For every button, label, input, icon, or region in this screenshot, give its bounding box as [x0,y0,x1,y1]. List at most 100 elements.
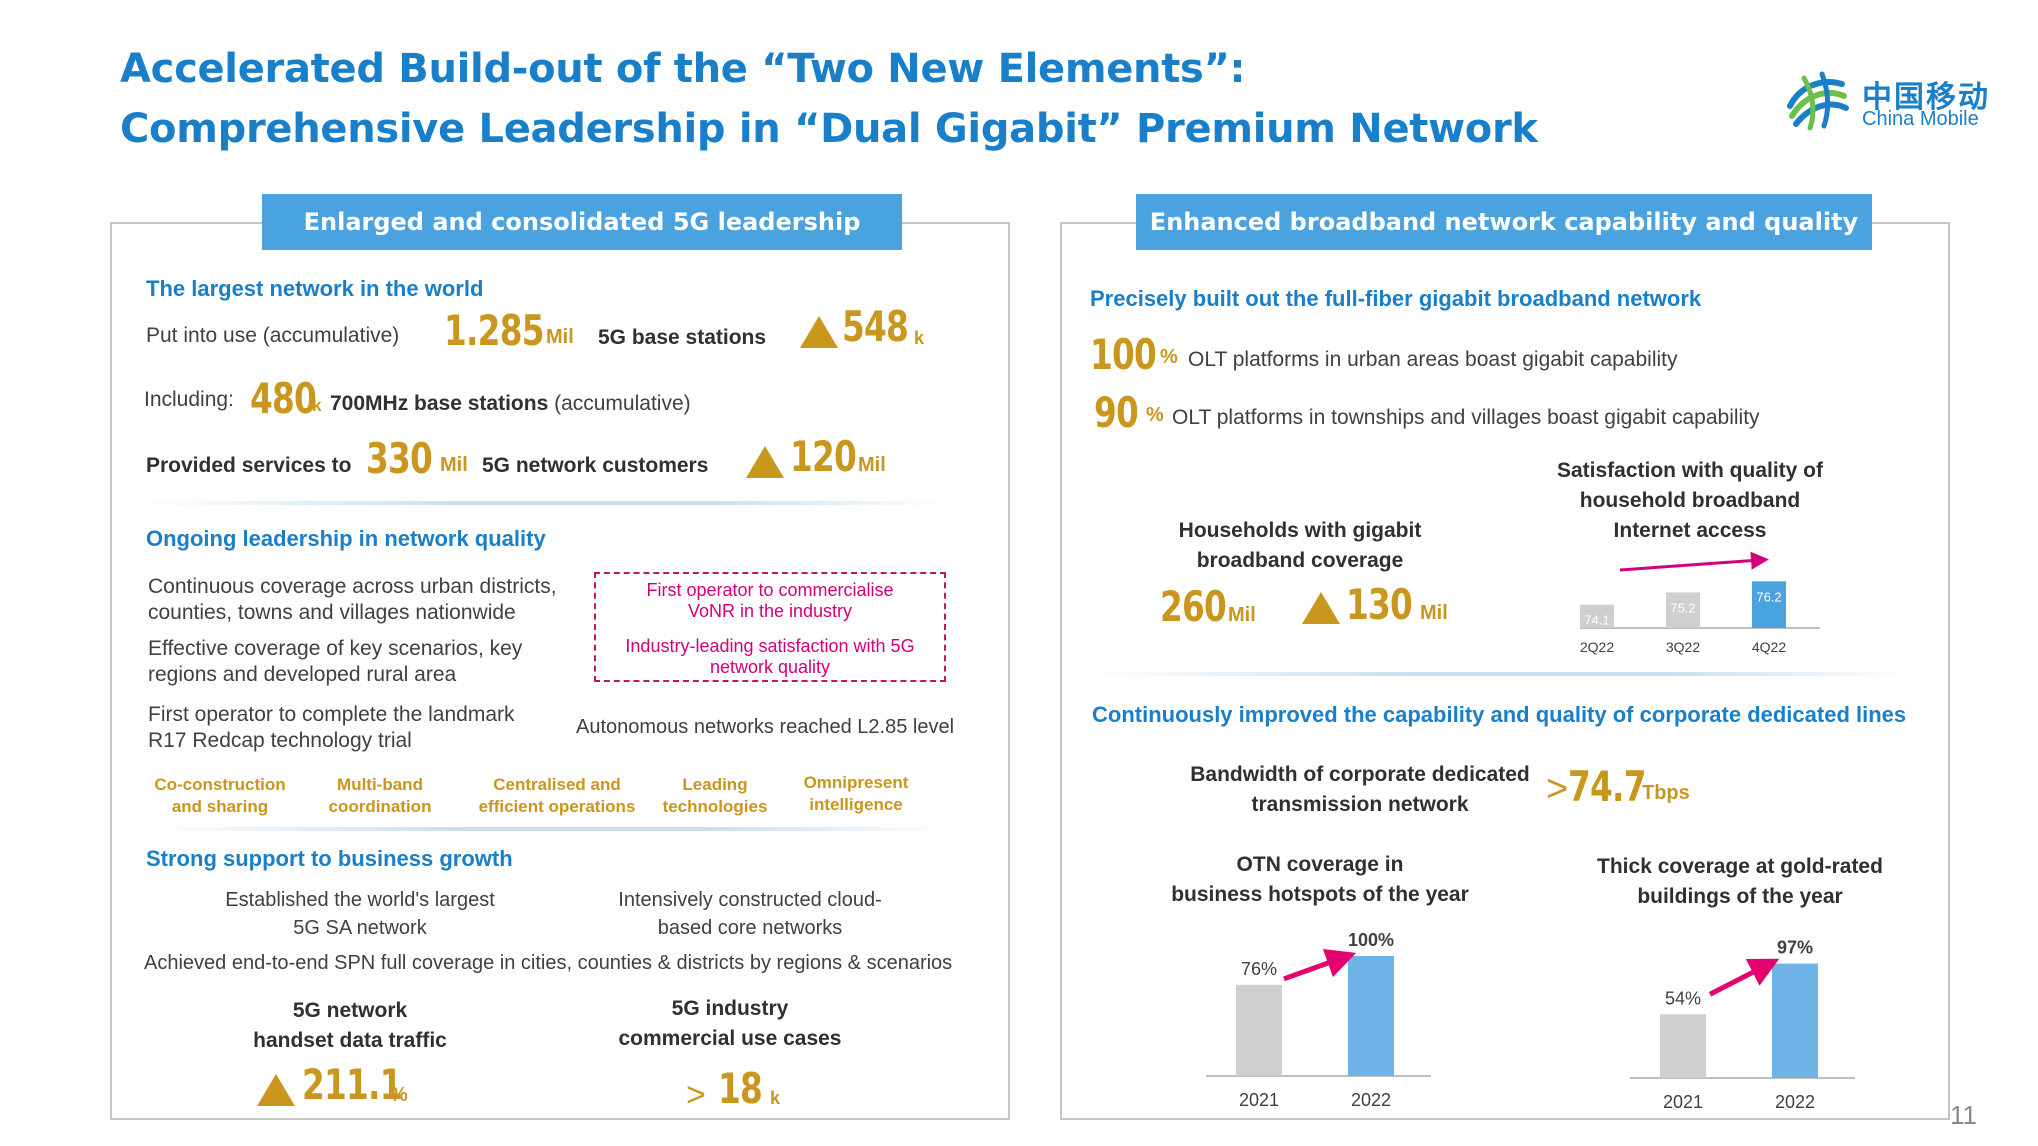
highlight-box-item-1-line2: VoNR in the industry [687,601,853,621]
trend-arrow-icon [1619,551,1769,572]
kpi-usecases-label: 5G industry commercial use cases [580,994,880,1054]
pillar-4-line1: Leading [682,775,748,794]
category-label-2021: 2021 [1663,1092,1703,1112]
pillar-3-line2: efficient operations [478,797,636,816]
r3-inc-unit: Mil [858,454,886,476]
r1-label: Put into use (accumulative) [146,324,400,347]
left-section2-title: Ongoing leadership in network quality [146,526,546,551]
bar-2Q22 [1580,604,1614,628]
quality-item-1-line1: Continuous coverage across urban distric… [148,575,557,598]
pillar-1: Co-construction and sharing [140,774,300,818]
pillar-2: Multi-band coordination [300,774,460,818]
bandwidth-prefix: > [1546,768,1569,810]
kpi-usecases-unit: k [770,1088,781,1108]
r3-label: Provided services to [146,454,352,477]
r1-inc-unit: k [914,328,925,348]
page-title-line2: Comprehensive Leadership in “Dual Gigabi… [120,106,1538,152]
category-label-2022: 2022 [1351,1090,1391,1110]
olt-urban-desc: OLT platforms in urban areas boast gigab… [1188,348,1678,371]
data-label-3Q22: 75.2 [1670,600,1695,615]
kpi-handset-unit: % [390,1084,408,1106]
pillar-3: Centralised and efficient operations [462,774,652,818]
highlight-box [594,572,946,682]
satisfaction-label: Satisfaction with quality of household b… [1520,456,1860,546]
divider [140,501,950,505]
quality-item-2-line2: regions and developed rural area [148,663,457,686]
data-label-2021: 54% [1665,988,1701,1008]
spn-coverage: Achieved end-to-end SPN full coverage in… [144,952,953,974]
r3-unit: Mil [440,454,468,476]
satisfaction-label-line3: Internet access [1613,519,1767,542]
thick-label-line2: buildings of the year [1637,885,1843,908]
divider [1090,672,1910,676]
quality-item-3: First operator to complete the landmark … [148,702,515,754]
r1-unit: Mil [546,326,574,348]
r1-inc-value: 548 [842,302,909,351]
pillar-3-line1: Centralised and [493,775,621,794]
quality-item-1-line2: counties, towns and villages nationwide [148,601,516,624]
divider [140,827,950,831]
r2-desc-rest: (accumulative) [548,392,691,415]
pillar-1-line2: and sharing [171,797,269,816]
growth-item-2-line1: Intensively constructed cloud- [618,889,882,911]
growth-item-2: Intensively constructed cloud- based cor… [590,886,910,942]
r1-value: 1.285 [444,306,545,355]
data-label-4Q22: 76.2 [1756,589,1781,604]
quality-item-3-line2: R17 Redcap technology trial [148,729,412,752]
increase-triangle-icon [800,316,838,348]
satisfaction-label-line1: Satisfaction with quality of [1556,459,1824,482]
pillar-4-line2: technologies [662,797,768,816]
r2-desc-bold: 700MHz base stations [330,392,549,415]
growth-item-2-line2: based core networks [657,917,843,939]
r1-desc: 5G base stations [598,326,767,349]
households-inc-unit: Mil [1420,602,1448,624]
increase-triangle-icon [1302,592,1340,624]
growth-item-1: Established the world's largest 5G SA ne… [200,886,520,942]
china-mobile-logo-icon [1787,71,1849,131]
kpi-usecases-label-line2: commercial use cases [618,1027,842,1050]
households-unit: Mil [1228,604,1256,626]
kpi-usecases-prefix: > [686,1076,706,1114]
otn-label-line2: business hotspots of the year [1171,883,1469,906]
bar-2021 [1236,984,1282,1076]
bandwidth-value: 74.7 [1568,762,1646,811]
pillar-1-line1: Co-construction [154,775,286,794]
quality-item-2: Effective coverage of key scenarios, key… [148,636,522,688]
growth-item-1-line2: 5G SA network [293,917,427,939]
otn-label-line1: OTN coverage in [1236,853,1404,876]
bandwidth-label-line1: Bandwidth of corporate dedicated [1190,763,1530,786]
olt-rural-desc: OLT platforms in townships and villages … [1172,406,1760,429]
satisfaction-chart: 74.1 2Q22 75.2 3Q22 76.2 4Q22 [1580,551,1820,655]
pillar-4: Leading technologies [650,774,780,818]
growth-item-1-line1: Established the world's largest [225,889,495,911]
bandwidth-unit: Tbps [1642,782,1690,804]
right-section1-title: Precisely built out the full-fiber gigab… [1090,286,1702,311]
kpi-handset-label-line1: 5G network [292,999,408,1022]
left-section3-title: Strong support to business growth [146,846,513,871]
kpi-usecases-label-line1: 5G industry [671,997,789,1020]
highlight-box-item-2-line1: Industry-leading satisfaction with 5G [625,636,915,656]
right-section2-title: Continuously improved the capability and… [1092,702,1907,727]
r2-value: 480 [250,374,317,423]
pillar-2-line2: coordination [328,797,432,816]
category-label-4Q22: 4Q22 [1752,639,1786,655]
r2-unit: k [312,396,322,415]
otn-chart: 76% 2021 100% 2022 [1206,930,1431,1110]
r3-inc-value: 120 [790,432,857,481]
households-label: Households with gigabit broadband covera… [1140,516,1460,576]
households-inc-value: 130 [1346,580,1413,629]
quality-item-2-line1: Effective coverage of key scenarios, key [148,637,523,660]
pillar-2-line1: Multi-band [337,775,423,794]
growth-arrow-icon [1283,948,1357,982]
thick-label-line1: Thick coverage at gold-rated [1597,855,1883,878]
thick-label: Thick coverage at gold-rated buildings o… [1570,852,1910,912]
page-number: 11 [1950,1100,1977,1130]
households-label-line1: Households with gigabit [1178,519,1422,542]
bar-2021 [1660,1014,1706,1078]
quality-item-3-line1: First operator to complete the landmark [148,703,515,726]
right-panel-header: Enhanced broadband network capability an… [1136,194,1872,250]
highlight-box-item-2-line2: network quality [709,657,831,677]
olt-urban-value: 100 [1090,330,1157,379]
logo-text-en: China Mobile [1862,108,1979,130]
highlight-box-item-2: Industry-leading satisfaction with 5G ne… [594,636,946,678]
